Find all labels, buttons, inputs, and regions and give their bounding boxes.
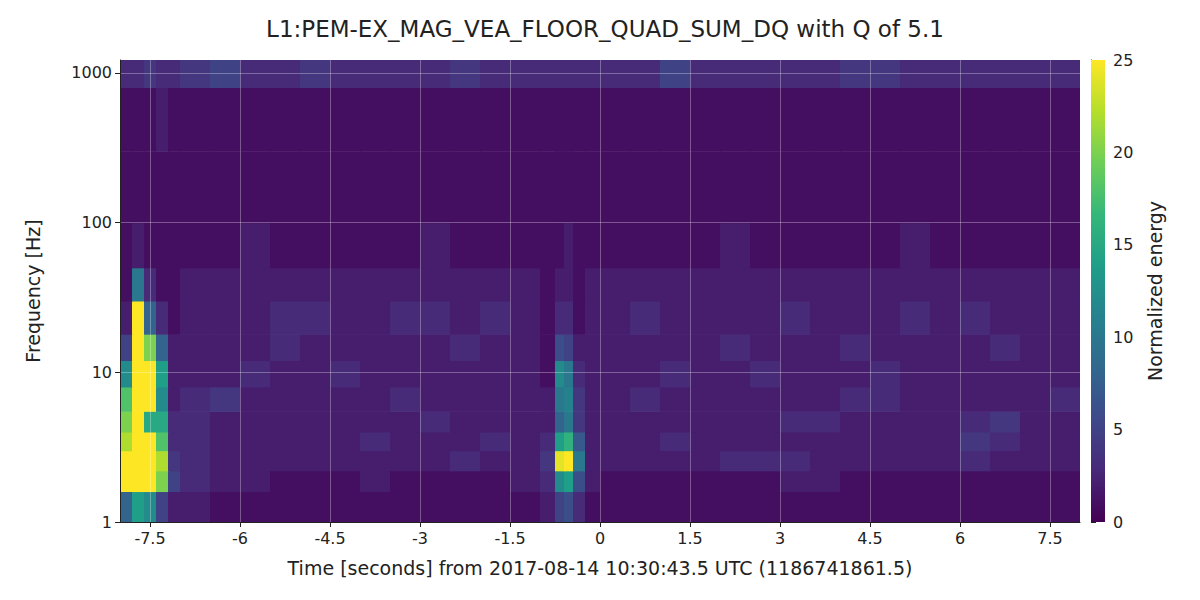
svg-text:1000: 1000 [71,63,112,82]
svg-text:10: 10 [92,363,112,382]
svg-text:1: 1 [102,513,112,532]
svg-text:4.5: 4.5 [857,529,882,548]
svg-text:Frequency [Hz]: Frequency [Hz] [22,219,44,362]
svg-text:0: 0 [595,529,605,548]
svg-text:-3: -3 [412,529,428,548]
svg-text:3: 3 [775,529,785,548]
svg-text:-4.5: -4.5 [314,529,345,548]
svg-text:25: 25 [1113,51,1133,70]
svg-text:5: 5 [1113,420,1123,439]
svg-text:-7.5: -7.5 [134,529,165,548]
svg-text:7.5: 7.5 [1037,529,1062,548]
svg-text:Time [seconds] from 2017-08-14: Time [seconds] from 2017-08-14 10:30:43.… [287,557,913,579]
svg-text:0: 0 [1113,513,1123,532]
svg-text:10: 10 [1113,328,1133,347]
svg-text:1.5: 1.5 [677,529,702,548]
svg-text:20: 20 [1113,143,1133,162]
svg-text:-6: -6 [232,529,248,548]
svg-text:L1:PEM-EX_MAG_VEA_FLOOR_QUAD_S: L1:PEM-EX_MAG_VEA_FLOOR_QUAD_SUM_DQ with… [266,16,944,42]
svg-text:-1.5: -1.5 [494,529,525,548]
svg-text:Normalized energy: Normalized energy [1144,201,1166,381]
svg-text:15: 15 [1113,235,1133,254]
svg-text:100: 100 [81,213,112,232]
svg-text:6: 6 [955,529,965,548]
